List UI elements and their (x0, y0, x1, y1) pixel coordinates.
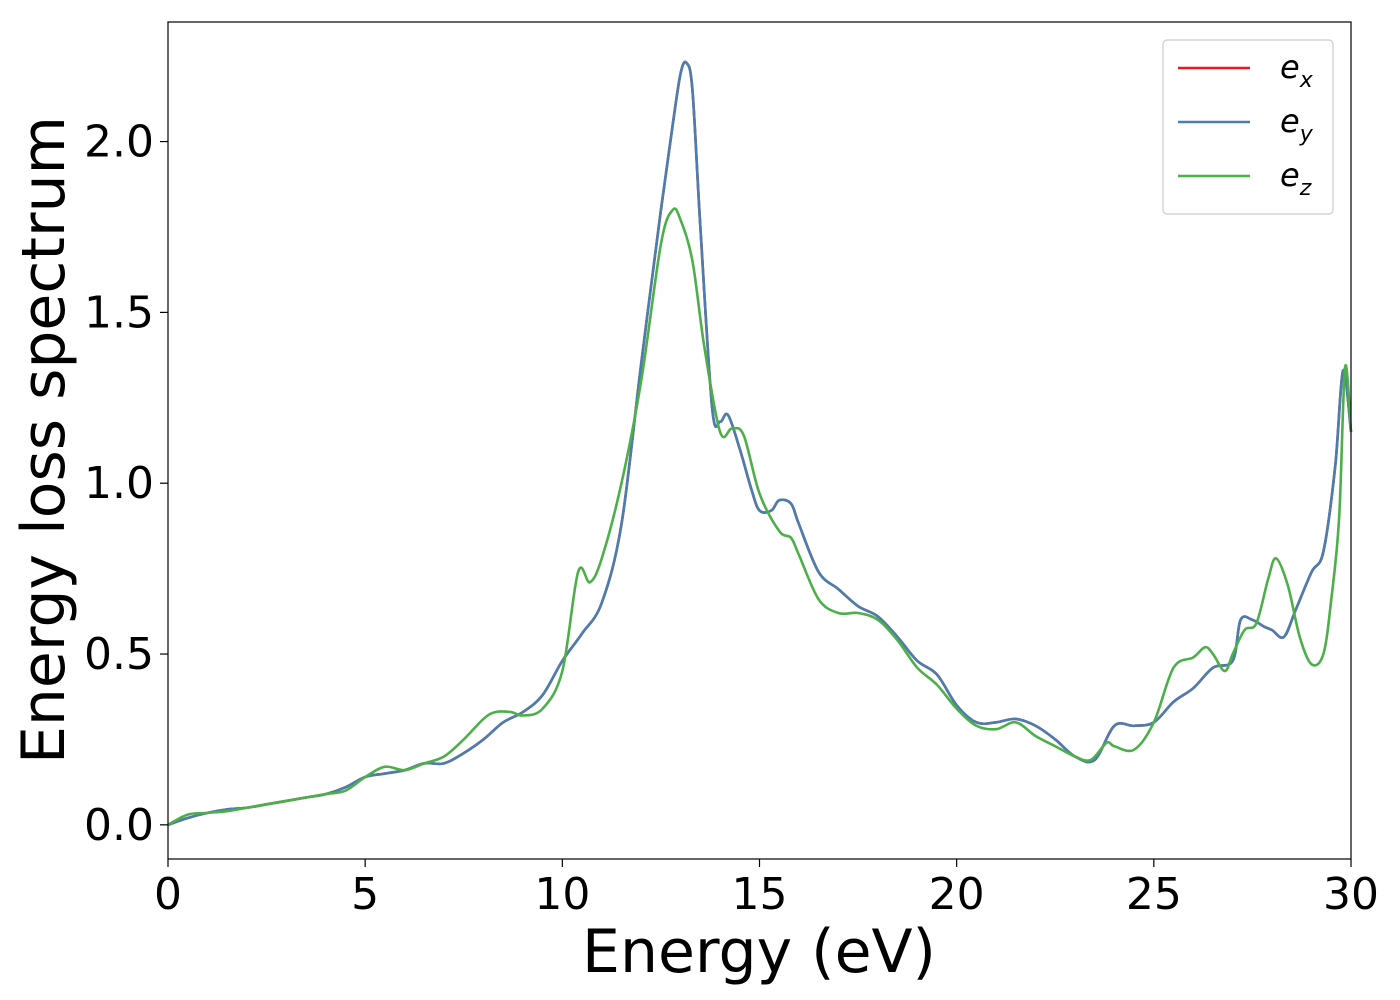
y-tick-label: 0.5 (84, 629, 154, 680)
y-tick-label: 1.0 (84, 458, 154, 509)
series-layer (167, 60, 1353, 827)
x-tick-label: 25 (1126, 869, 1182, 920)
x-axis-title: Energy (eV) (582, 917, 936, 987)
x-tick-label: 30 (1323, 869, 1379, 920)
x-tick-label: 5 (351, 869, 379, 920)
x-tick-label: 15 (732, 869, 788, 920)
x-tick-label: 20 (929, 869, 985, 920)
y-tick-label: 2.0 (84, 117, 154, 168)
legend-label-x: ex (1280, 48, 1314, 93)
x-tick-label: 0 (154, 869, 182, 920)
legend-box (1162, 39, 1334, 215)
series-line-z (167, 207, 1353, 826)
x-axis: 0 5 10 15 20 25 30 (154, 859, 1379, 920)
x-tick-label: 10 (534, 869, 590, 920)
y-axis-title: Energy loss spectrum (9, 116, 79, 764)
y-tick-label: 1.5 (84, 287, 154, 338)
y-axis: 0.0 0.5 1.0 1.5 2.0 (84, 117, 168, 851)
y-tick-label: 0.0 (84, 800, 154, 851)
